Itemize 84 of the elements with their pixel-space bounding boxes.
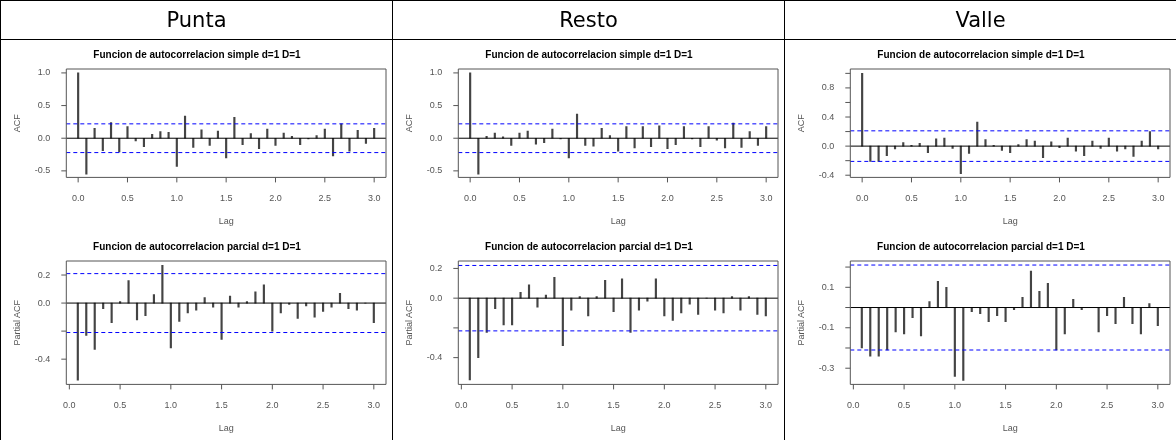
x-tick-label: 2.5 [710,193,724,204]
y-tick-label: 1.0 [429,67,443,78]
y-tick-label: 0.0 [821,140,835,151]
x-tick-label: 2.5 [318,193,332,204]
y-tick-label: 0.2 [429,262,443,273]
chart-title: Funcion de autocorrelacion parcial d=1 D=1 [485,240,694,252]
x-tick-label: 0.5 [513,193,526,204]
x-tick-label: 1.5 [607,400,620,411]
x-axis-title: Lag [610,423,626,434]
x-tick-label: 1.5 [1003,193,1017,204]
x-tick-label: 0.0 [463,193,477,204]
chart-subtitle: Funcion de autocorrelacion simple d=1 D=1 [485,48,694,60]
x-axis-title: Lag [1002,216,1018,227]
y-tick-label: 0.2 [37,269,51,280]
x-tick-label: 1.0 [562,193,576,204]
y-tick-label: -0.5 [426,165,443,176]
x-tick-label: 1.5 [611,193,625,204]
chart-title: Funcion de autocorrelacion parcial d=1 D=1 [93,240,302,252]
y-axis-title: ACF [795,113,806,133]
y-axis-title: ACF [403,113,414,133]
x-tick-label: 0.5 [505,400,519,411]
x-tick-label: 2.5 [1100,400,1114,411]
y-axis-title: ACF [11,113,22,133]
y-tick-label: 0.0 [37,132,51,143]
chart-subtitle: Funcion de autocorrelacion simple d=1 D=1 [877,48,1086,60]
x-tick-label: 1.5 [219,193,233,204]
x-axis-title: Lag [1002,423,1018,434]
x-tick-label: 2.0 [1050,400,1063,411]
x-tick-label: 0.5 [905,193,918,204]
x-tick-label: 0.0 [847,400,860,411]
x-tick-label: 0.0 [63,400,76,411]
x-tick-label: 1.0 [948,400,962,411]
x-tick-label: 3.0 [1151,400,1165,411]
y-tick-label: 0.0 [37,297,51,308]
y-axis-title: Partial ACF [795,299,806,346]
x-tick-label: 3.0 [367,400,381,411]
x-tick-label: 1.0 [954,193,968,204]
x-axis-title: Lag [610,216,626,227]
x-tick-label: 0.5 [113,400,127,411]
y-tick-label: 0.4 [821,111,835,122]
y-tick-label: -0.4 [34,353,51,364]
chart-title: Punta [1,1,392,40]
y-tick-label: 0.5 [37,100,51,111]
y-axis-title: Partial ACF [403,299,414,346]
x-tick-label: 0.5 [121,193,134,204]
x-tick-label: 1.0 [164,400,178,411]
chart-subtitle: Funcion de autocorrelacion simple d=1 D=1 [93,48,302,60]
x-axis-title: Lag [218,423,234,434]
x-tick-label: 3.0 [759,193,773,204]
x-tick-label: 1.5 [215,400,228,411]
x-tick-label: 2.0 [266,400,279,411]
y-axis-title: Partial ACF [11,299,22,346]
y-tick-label: -0.5 [34,165,51,176]
x-tick-label: 1.0 [556,400,570,411]
chart-title: Valle [785,1,1176,40]
y-tick-label: 1.0 [37,67,51,78]
x-tick-label: 3.0 [1151,193,1165,204]
y-tick-label: -0.4 [818,169,835,180]
y-tick-label: 0.8 [821,82,835,93]
y-tick-label: -0.4 [426,352,443,363]
x-tick-label: 0.5 [897,400,911,411]
x-axis-title: Lag [218,216,234,227]
x-tick-label: 2.0 [658,400,671,411]
y-tick-label: 0.1 [821,281,835,292]
x-tick-label: 2.0 [661,193,674,204]
x-tick-label: 2.5 [316,400,330,411]
x-tick-label: 2.0 [1053,193,1066,204]
y-tick-label: 0.0 [429,292,443,303]
x-tick-label: 3.0 [367,193,381,204]
x-tick-label: 3.0 [759,400,773,411]
x-tick-label: 0.0 [855,193,869,204]
x-tick-label: 2.5 [708,400,722,411]
x-tick-label: 2.0 [269,193,282,204]
x-tick-label: 0.0 [455,400,468,411]
x-tick-label: 2.5 [1102,193,1116,204]
y-tick-label: -0.1 [818,322,835,333]
x-tick-label: 1.5 [999,400,1012,411]
chart-title: Resto [393,1,784,40]
x-tick-label: 0.0 [71,193,85,204]
chart-title: Funcion de autocorrelacion parcial d=1 D=1 [877,240,1086,252]
y-tick-label: 0.5 [429,100,443,111]
y-tick-label: 0.0 [429,132,443,143]
x-tick-label: 1.0 [170,193,184,204]
y-tick-label: -0.3 [818,362,835,373]
